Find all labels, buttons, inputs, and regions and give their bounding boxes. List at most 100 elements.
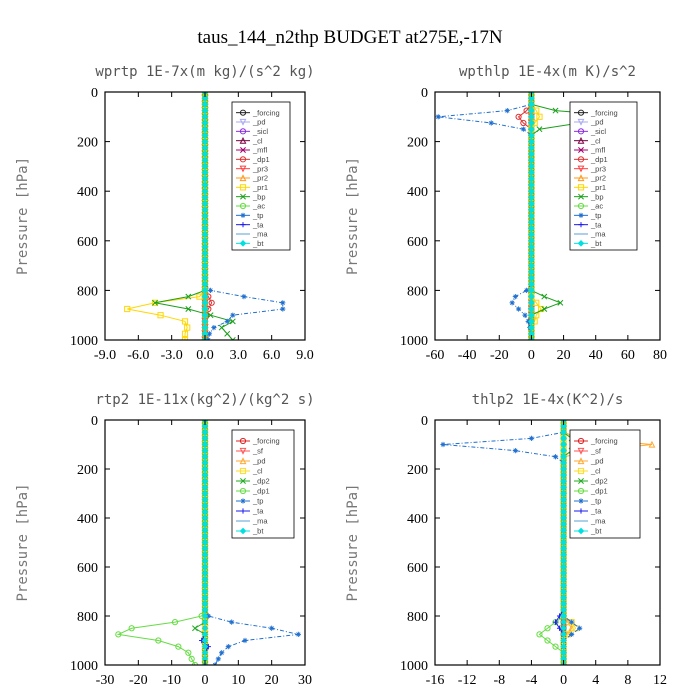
legend-marker (578, 498, 584, 504)
plot-area (435, 92, 636, 340)
data-point (201, 144, 209, 152)
data-point (201, 113, 209, 121)
legend-item: _ac (236, 202, 265, 211)
plot-frame (434, 419, 661, 666)
data-point (201, 618, 209, 626)
chart-panel-1: wprtp 1E-7x(m kg)/(s^2 kg) Pressure [hPa]… (15, 64, 315, 363)
data-point (181, 318, 189, 325)
x-tick-label: -3.0 (161, 348, 183, 363)
data-point (201, 237, 209, 245)
data-point (528, 194, 535, 201)
y-tick-label: 600 (407, 561, 428, 576)
legend-item: _dp2 (236, 477, 270, 486)
data-point (560, 435, 567, 442)
x-tick-label: 0.0 (196, 348, 214, 363)
legend-marker (240, 222, 246, 228)
data-point (560, 490, 567, 497)
data-point (192, 625, 198, 632)
data-point (218, 324, 225, 331)
legend-item: _pr2 (574, 174, 606, 183)
legend-label: _ac (252, 202, 265, 211)
data-point (185, 649, 192, 656)
legend-item: _cl (574, 136, 601, 145)
data-point (528, 101, 535, 108)
data-point (528, 163, 535, 170)
data-point (201, 514, 209, 522)
data-point (528, 280, 535, 288)
data-point (528, 107, 535, 114)
legend-marker (239, 447, 247, 455)
data-point (201, 293, 209, 300)
legend-marker (240, 147, 246, 153)
legend-label: _pr2 (590, 174, 606, 183)
data-point (528, 138, 535, 145)
data-point (560, 428, 567, 436)
y-tick-label: 1000 (400, 334, 428, 349)
data-point (201, 243, 209, 251)
data-point (201, 612, 209, 620)
data-point (577, 625, 583, 631)
data-point (528, 113, 535, 121)
y-tick-label: 1000 (70, 659, 98, 674)
data-point (201, 150, 209, 158)
data-point (560, 600, 567, 608)
data-point (528, 287, 535, 294)
data-point (224, 318, 230, 324)
data-point (560, 637, 567, 644)
legend-item: _pr3 (574, 164, 606, 173)
legend-marker (577, 240, 585, 247)
legend-label: _ma (252, 517, 268, 526)
legend-marker (240, 508, 246, 514)
legend-marker (577, 156, 585, 163)
data-point (560, 563, 567, 571)
data-point (528, 132, 535, 139)
plot-area (440, 420, 656, 665)
data-point (201, 299, 209, 307)
legend-item: _mfl (574, 146, 606, 155)
data-point (536, 113, 543, 120)
data-point (536, 126, 543, 133)
plot-frame (434, 91, 661, 341)
legend-item: _pd (236, 118, 266, 127)
data-point (206, 331, 213, 337)
data-point (522, 312, 528, 318)
data-point (560, 514, 567, 522)
data-point (560, 545, 567, 552)
data-point (215, 656, 221, 662)
legend-marker (577, 527, 585, 535)
data-point (207, 287, 214, 293)
legend-item: _ma (574, 517, 606, 526)
x-tick-label: 30 (298, 673, 312, 688)
x-tick-label: 80 (653, 348, 667, 363)
data-point (560, 520, 567, 528)
legend-item: _sicl (574, 127, 606, 136)
legend-item: _cl (574, 467, 601, 476)
legend-box (231, 101, 291, 251)
data-point (201, 200, 209, 207)
y-tick-label: 0 (421, 414, 428, 429)
data-point (201, 107, 209, 114)
data-point (520, 119, 527, 127)
x-tick-label: -30 (96, 673, 115, 688)
legend-label: _tp (590, 211, 601, 220)
data-point (520, 126, 526, 132)
legend-item: _ma (236, 517, 268, 526)
data-point (229, 318, 236, 325)
data-point (569, 619, 575, 625)
data-point (560, 533, 567, 540)
data-point (175, 643, 182, 650)
data-point (528, 311, 535, 319)
panel-title: rtp2 1E-11x(kg^2)/(kg^2 s) (95, 392, 314, 408)
data-point (157, 312, 164, 319)
y-tick-label: 200 (407, 136, 428, 151)
legend-item: _ta (236, 507, 264, 516)
data-point (569, 631, 575, 637)
data-point (560, 612, 567, 620)
legend-item: _pr1 (574, 183, 606, 192)
data-point (201, 138, 209, 145)
y-tick-label: 800 (407, 284, 428, 299)
data-point (528, 150, 535, 158)
data-point (201, 428, 209, 436)
y-tick-label: 200 (77, 463, 98, 478)
data-point (201, 225, 209, 232)
